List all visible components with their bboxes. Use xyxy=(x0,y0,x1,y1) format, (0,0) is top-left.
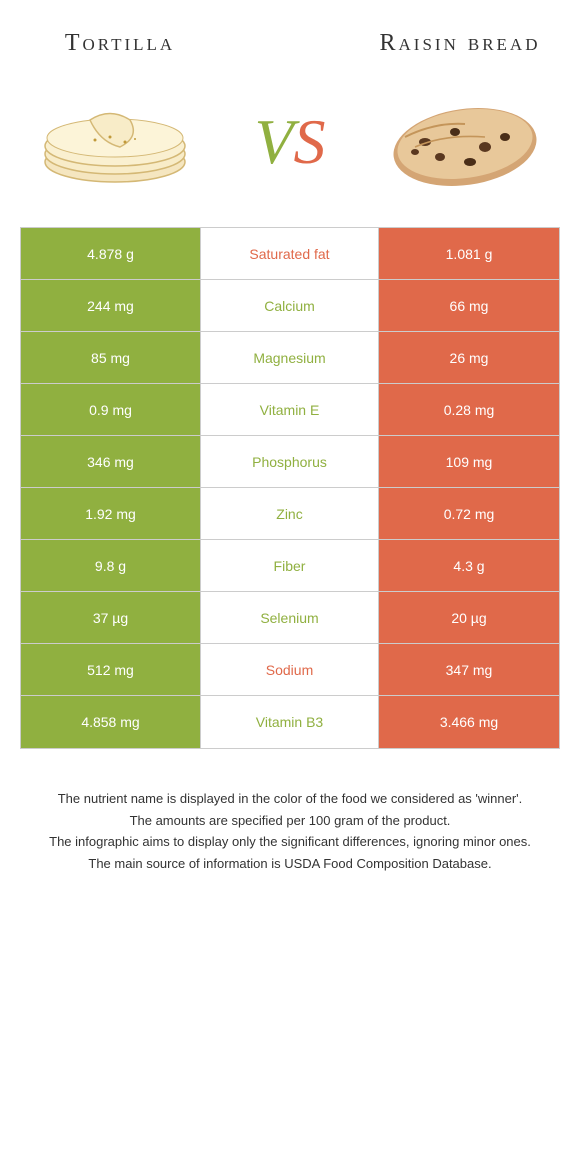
left-value-cell: 346 mg xyxy=(21,436,201,487)
right-food-title: Raisin bread xyxy=(360,30,560,57)
nutrient-name-cell: Vitamin E xyxy=(201,384,379,435)
right-value-cell: 66 mg xyxy=(379,280,559,331)
vs-v: V xyxy=(254,106,293,177)
footer-line-4: The main source of information is USDA F… xyxy=(40,854,540,874)
nutrient-name-cell: Fiber xyxy=(201,540,379,591)
table-row: 512 mgSodium347 mg xyxy=(21,644,559,696)
right-value-cell: 26 mg xyxy=(379,332,559,383)
right-value-cell: 1.081 g xyxy=(379,228,559,279)
left-value-cell: 4.878 g xyxy=(21,228,201,279)
right-value-cell: 3.466 mg xyxy=(379,696,559,748)
left-value-cell: 244 mg xyxy=(21,280,201,331)
right-value-cell: 20 µg xyxy=(379,592,559,643)
left-value-cell: 4.858 mg xyxy=(21,696,201,748)
table-row: 4.858 mgVitamin B33.466 mg xyxy=(21,696,559,748)
left-value-cell: 0.9 mg xyxy=(21,384,201,435)
tortilla-image xyxy=(30,87,200,197)
table-row: 1.92 mgZinc0.72 mg xyxy=(21,488,559,540)
right-value-cell: 0.28 mg xyxy=(379,384,559,435)
nutrient-name-cell: Vitamin B3 xyxy=(201,696,379,748)
left-value-cell: 512 mg xyxy=(21,644,201,695)
right-value-cell: 0.72 mg xyxy=(379,488,559,539)
nutrient-name-cell: Selenium xyxy=(201,592,379,643)
footer-notes: The nutrient name is displayed in the co… xyxy=(20,789,560,873)
left-value-cell: 9.8 g xyxy=(21,540,201,591)
table-row: 85 mgMagnesium26 mg xyxy=(21,332,559,384)
footer-line-2: The amounts are specified per 100 gram o… xyxy=(40,811,540,831)
vs-s: S xyxy=(294,106,326,177)
table-row: 9.8 gFiber4.3 g xyxy=(21,540,559,592)
nutrient-name-cell: Magnesium xyxy=(201,332,379,383)
vs-label: VS xyxy=(254,105,325,179)
table-row: 244 mgCalcium66 mg xyxy=(21,280,559,332)
left-value-cell: 1.92 mg xyxy=(21,488,201,539)
left-value-cell: 85 mg xyxy=(21,332,201,383)
nutrient-name-cell: Zinc xyxy=(201,488,379,539)
nutrient-name-cell: Calcium xyxy=(201,280,379,331)
comparison-table: 4.878 gSaturated fat1.081 g244 mgCalcium… xyxy=(20,227,560,749)
table-row: 0.9 mgVitamin E0.28 mg xyxy=(21,384,559,436)
nutrient-name-cell: Saturated fat xyxy=(201,228,379,279)
table-row: 346 mgPhosphorus109 mg xyxy=(21,436,559,488)
left-value-cell: 37 µg xyxy=(21,592,201,643)
table-row: 4.878 gSaturated fat1.081 g xyxy=(21,228,559,280)
nutrient-name-cell: Sodium xyxy=(201,644,379,695)
nutrient-name-cell: Phosphorus xyxy=(201,436,379,487)
right-value-cell: 347 mg xyxy=(379,644,559,695)
footer-line-1: The nutrient name is displayed in the co… xyxy=(40,789,540,809)
raisin-bread-image xyxy=(380,87,550,197)
header: Tortilla Raisin bread xyxy=(20,30,560,57)
table-row: 37 µgSelenium20 µg xyxy=(21,592,559,644)
left-food-title: Tortilla xyxy=(20,30,220,57)
images-row: VS xyxy=(20,87,560,197)
right-value-cell: 4.3 g xyxy=(379,540,559,591)
right-value-cell: 109 mg xyxy=(379,436,559,487)
footer-line-3: The infographic aims to display only the… xyxy=(40,832,540,852)
